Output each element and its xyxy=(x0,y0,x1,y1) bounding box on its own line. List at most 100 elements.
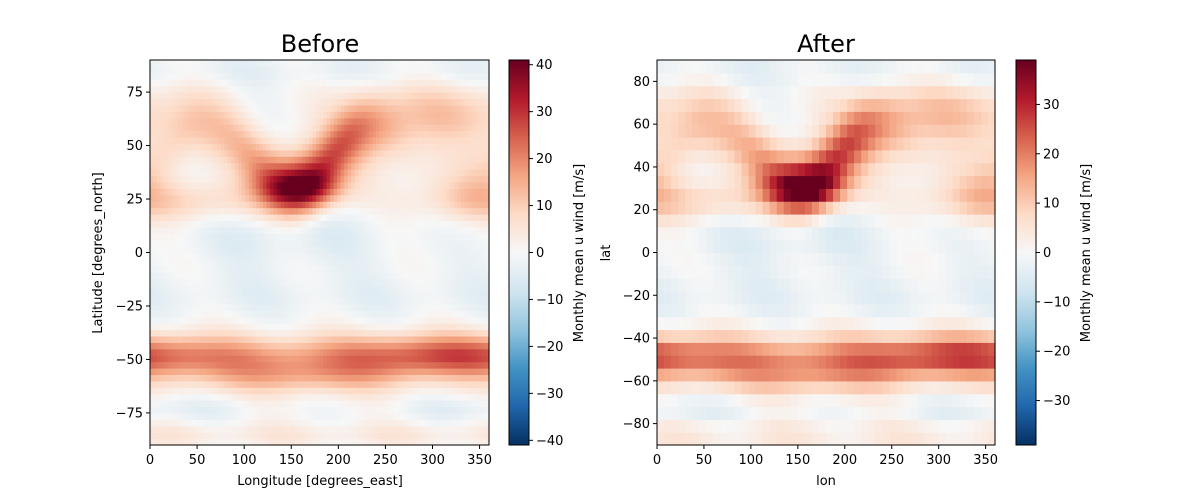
heatmap-cell xyxy=(432,412,437,420)
heatmap-cell xyxy=(432,72,437,80)
heatmap-cell xyxy=(404,72,409,80)
heatmap-cell xyxy=(153,368,158,376)
heatmap-cell xyxy=(308,265,314,273)
heatmap-cell xyxy=(255,220,261,228)
heatmap-cell xyxy=(301,278,306,286)
heatmap-cell xyxy=(298,258,303,266)
heatmap-cell xyxy=(407,387,412,395)
heatmap-cell xyxy=(238,303,243,311)
heatmap-cell xyxy=(393,438,398,446)
heatmap-cell xyxy=(192,316,197,324)
heatmap-cell xyxy=(220,169,225,177)
heatmap-cell xyxy=(284,425,289,433)
heatmap-cell xyxy=(234,239,239,247)
heatmap-cell xyxy=(252,66,257,74)
heatmap-cell xyxy=(351,98,356,106)
heatmap-cell xyxy=(397,181,402,189)
heatmap-cell xyxy=(259,137,264,145)
heatmap-cell xyxy=(270,246,275,254)
heatmap-cell xyxy=(174,60,179,68)
heatmap-cell xyxy=(245,162,250,170)
heatmap-cell xyxy=(273,169,278,177)
heatmap-cell xyxy=(167,252,172,260)
heatmap-cell xyxy=(202,316,208,324)
heatmap-cell xyxy=(376,149,381,157)
heatmap-cell xyxy=(439,380,444,388)
heatmap-cell xyxy=(379,342,384,350)
heatmap-cell xyxy=(301,335,306,343)
heatmap-cell xyxy=(192,117,197,125)
heatmap-cell xyxy=(365,348,370,356)
heatmap-cell xyxy=(421,124,427,132)
heatmap-cell xyxy=(291,124,296,132)
heatmap-cell xyxy=(287,406,292,414)
heatmap-cell xyxy=(361,214,367,222)
heatmap-cell xyxy=(224,252,229,260)
heatmap-cell xyxy=(181,130,186,138)
heatmap-cell xyxy=(337,380,342,388)
heatmap-cell xyxy=(298,297,303,305)
heatmap-cell xyxy=(192,111,197,119)
heatmap-cell xyxy=(330,72,335,80)
heatmap-cell xyxy=(443,342,448,350)
heatmap-cell xyxy=(344,162,349,170)
heatmap-cell xyxy=(160,130,165,138)
heatmap-cell xyxy=(220,188,225,196)
heatmap-cell xyxy=(234,181,239,189)
heatmap-cell xyxy=(210,329,215,337)
heatmap-cell xyxy=(411,310,416,318)
heatmap-cell xyxy=(181,239,186,247)
heatmap-cell xyxy=(252,233,257,241)
heatmap-cell xyxy=(358,316,363,324)
heatmap-cell xyxy=(150,425,155,433)
heatmap-cell xyxy=(178,335,183,343)
heatmap-cell xyxy=(428,355,434,363)
heatmap-cell xyxy=(376,169,381,177)
heatmap-cell xyxy=(319,265,324,273)
heatmap-cell xyxy=(213,425,218,433)
heatmap-cell xyxy=(340,239,345,247)
heatmap-cell xyxy=(308,124,314,132)
heatmap-cell xyxy=(280,406,285,414)
heatmap-cell xyxy=(231,79,236,87)
heatmap-cell xyxy=(421,335,427,343)
heatmap-cell xyxy=(277,246,282,254)
heatmap-cell xyxy=(330,85,335,93)
heatmap-cell xyxy=(326,278,331,286)
heatmap-cell xyxy=(315,316,321,324)
heatmap-cell xyxy=(425,297,430,305)
heatmap-cell xyxy=(270,374,275,382)
heatmap-cell xyxy=(418,149,423,157)
heatmap-cell xyxy=(319,169,324,177)
heatmap-cell xyxy=(280,72,285,80)
heatmap-cell xyxy=(287,348,292,356)
heatmap-cell xyxy=(287,419,292,427)
heatmap-cell xyxy=(407,72,412,80)
heatmap-cell xyxy=(323,233,328,241)
heatmap-cell xyxy=(227,380,232,388)
heatmap-cell xyxy=(206,361,211,369)
heatmap-cell xyxy=(347,175,352,183)
heatmap-cell xyxy=(202,72,208,80)
heatmap-cell xyxy=(393,412,398,420)
heatmap-cell xyxy=(330,400,335,408)
heatmap-cell xyxy=(202,149,208,157)
heatmap-cell xyxy=(301,79,306,87)
heatmap-cell xyxy=(238,79,243,87)
heatmap-cell xyxy=(340,374,345,382)
heatmap-cell xyxy=(400,335,405,343)
heatmap-cell xyxy=(231,175,236,183)
heatmap-cell xyxy=(298,400,303,408)
heatmap-cell xyxy=(333,214,338,222)
heatmap-cell xyxy=(245,406,250,414)
heatmap-cell xyxy=(397,188,402,196)
heatmap-cell xyxy=(248,214,254,222)
heatmap-cell xyxy=(199,137,204,145)
heatmap-cell xyxy=(301,258,306,266)
heatmap-cell xyxy=(248,323,254,331)
heatmap-cell xyxy=(301,124,306,132)
heatmap-cell xyxy=(397,265,402,273)
heatmap-cell xyxy=(164,329,169,337)
heatmap-cell xyxy=(231,361,236,369)
heatmap-cell xyxy=(231,278,236,286)
